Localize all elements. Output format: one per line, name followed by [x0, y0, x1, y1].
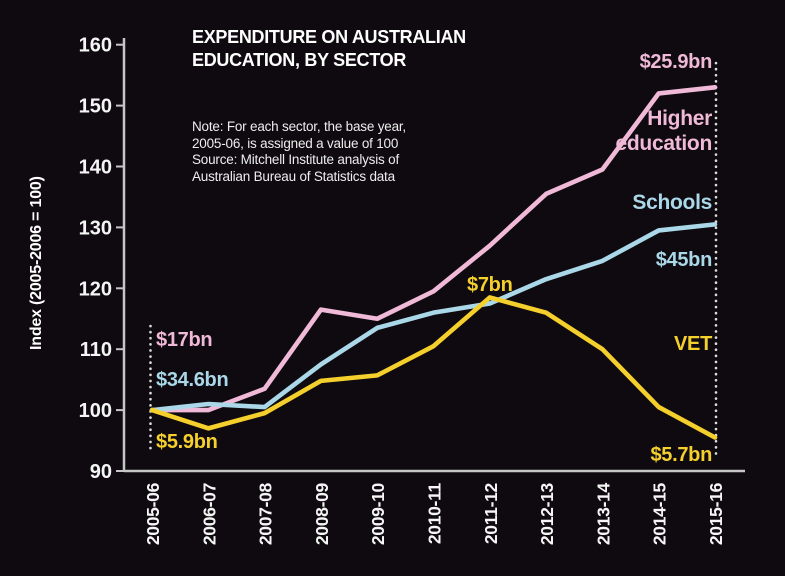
y-tick-label-130: 130 — [79, 217, 112, 239]
higher-education-start-value-label: $17bn — [156, 329, 213, 351]
higher-education-series-label: Higher education — [615, 107, 713, 155]
series-line-schools — [149, 222, 718, 413]
y-tick-label-140: 140 — [79, 157, 112, 179]
x-tick-label-2006-07: 2006-07 — [199, 483, 219, 545]
y-tick-label-150: 150 — [79, 96, 112, 118]
x-tick-label-2007-08: 2007-08 — [256, 482, 276, 545]
chart-title: EXPENDITURE ON AUSTRALIAN EDUCATION, BY … — [192, 27, 466, 70]
vet-peak-value-label: $7bn — [467, 274, 513, 296]
x-tick-label-2011-12: 2011-12 — [481, 482, 501, 544]
y-tick-label-110: 110 — [80, 339, 112, 361]
series-line-higher-education — [149, 85, 718, 413]
y-tick-label-100: 100 — [79, 400, 112, 422]
schools-start-value-label: $34.6bn — [156, 369, 229, 391]
x-tick-label-2008-09: 2008-09 — [312, 482, 332, 545]
schools-end-value-label: $45bn — [655, 249, 713, 271]
x-tick-label-2012-13: 2012-13 — [537, 482, 557, 545]
y-tick-label-90: 90 — [90, 461, 112, 483]
series-line-vet — [149, 295, 718, 440]
x-tick-label-2013-14: 2013-14 — [593, 482, 613, 545]
x-tick-label-2014-15: 2014-15 — [650, 482, 670, 545]
y-axis-title: Index (2005-2006 = 100) — [28, 176, 45, 350]
schools-series-label: Schools — [632, 191, 712, 214]
x-tick-label-2015-16: 2015-16 — [706, 482, 726, 545]
y-tick-label-120: 120 — [79, 278, 112, 300]
higher-education-end-value-label: $25.9bn — [639, 51, 713, 73]
vet-start-value-label: $5.9bn — [156, 431, 218, 453]
chart-note: Note: For each sector, the base year, 20… — [192, 119, 406, 184]
y-tick-label-160: 160 — [79, 35, 112, 57]
x-tick-label-2010-11: 2010-11 — [425, 482, 445, 544]
x-tick-label-2009-10: 2009-10 — [368, 482, 388, 545]
vet-series-label: VET — [674, 333, 712, 355]
x-tick-label-2005-06: 2005-06 — [143, 482, 163, 545]
vet-end-value-label: $5.7bn — [650, 444, 712, 466]
